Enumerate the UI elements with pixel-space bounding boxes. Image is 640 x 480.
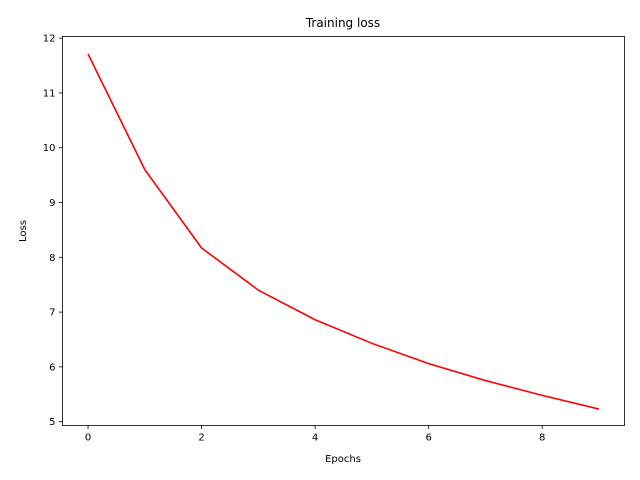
y-tick-label: 8 bbox=[49, 253, 55, 264]
y-tick-label: 7 bbox=[49, 308, 55, 319]
loss-line bbox=[87, 53, 600, 410]
y-tick-label: 9 bbox=[49, 198, 55, 209]
y-axis-label: Loss bbox=[18, 220, 29, 242]
x-tick-label: 2 bbox=[198, 433, 204, 444]
x-tick-label: 0 bbox=[85, 433, 91, 444]
y-axis-ticks: 5 6 7 8 9 10 11 12 bbox=[43, 34, 63, 428]
x-axis-label: Epochs bbox=[325, 454, 361, 465]
y-tick-label: 5 bbox=[49, 417, 55, 428]
y-tick-label: 6 bbox=[49, 362, 55, 373]
y-tick-label: 10 bbox=[43, 143, 56, 154]
x-tick-label: 6 bbox=[425, 433, 431, 444]
y-tick-label: 12 bbox=[43, 34, 56, 45]
x-tick-label: 4 bbox=[312, 433, 318, 444]
plot-area bbox=[87, 53, 600, 410]
x-axis-ticks: 0 2 4 6 8 bbox=[85, 425, 545, 444]
chart-title: Training loss bbox=[305, 16, 380, 30]
x-tick-label: 8 bbox=[539, 433, 545, 444]
y-tick-label: 11 bbox=[43, 88, 56, 99]
plot-frame bbox=[62, 36, 625, 426]
